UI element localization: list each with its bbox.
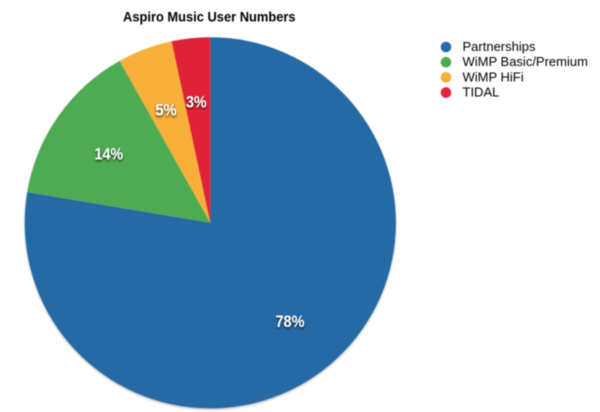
svg-text:5%: 5% [155, 101, 176, 120]
svg-text:14%: 14% [95, 144, 124, 163]
svg-text:WiMP Basic/Premium: WiMP Basic/Premium [463, 54, 588, 69]
svg-text:3%: 3% [186, 93, 207, 112]
svg-text:WiMP HiFi: WiMP HiFi [463, 69, 524, 84]
svg-text:Partnerships: Partnerships [463, 39, 536, 54]
svg-text:TIDAL: TIDAL [463, 85, 500, 100]
svg-text:Aspiro Music User Numbers: Aspiro Music User Numbers [123, 9, 296, 24]
svg-text:78%: 78% [276, 312, 305, 331]
